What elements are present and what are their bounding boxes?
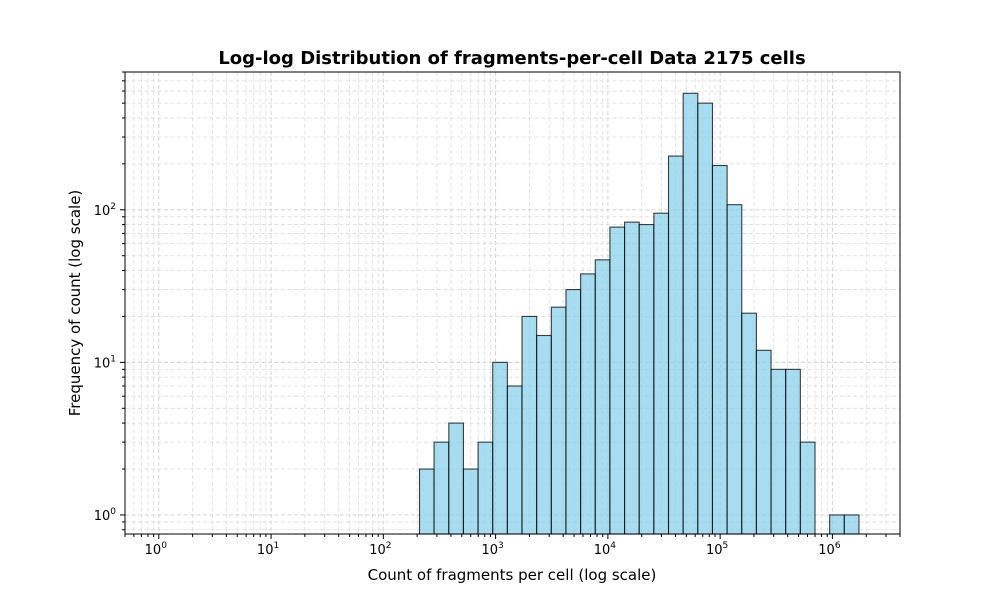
histogram-bar	[550, 306, 567, 535]
histogram-bar	[536, 334, 552, 535]
histogram-bar	[682, 92, 699, 535]
histogram-bar	[521, 315, 538, 535]
y-tick-label: 102	[94, 202, 116, 219]
histogram-bar	[697, 102, 714, 535]
histogram-bar	[565, 289, 582, 535]
histogram-bar	[433, 441, 450, 535]
histogram-bar	[755, 349, 772, 535]
x-tick-label: 105	[706, 541, 728, 558]
x-axis-label: Count of fragments per cell (log scale)	[368, 566, 657, 584]
bars-layer	[418, 92, 860, 535]
x-tick-label: 102	[369, 541, 391, 558]
histogram-bar	[609, 226, 626, 535]
histogram-bar	[726, 204, 743, 535]
histogram-bar	[741, 312, 757, 535]
chart-title: Log-log Distribution of fragments-per-ce…	[218, 48, 805, 69]
histogram-bar	[843, 514, 860, 535]
histogram-bar	[448, 422, 464, 535]
histogram-bar	[477, 441, 494, 535]
x-tick-label: 101	[257, 541, 279, 558]
y-axis-label: Frequency of count (log scale)	[66, 190, 84, 417]
histogram-bar	[580, 273, 596, 535]
x-tick-label: 103	[481, 541, 503, 558]
histogram-bar	[785, 368, 801, 535]
y-tick-label: 100	[94, 507, 117, 524]
histogram-bar	[506, 385, 523, 535]
plot-frame	[124, 71, 901, 535]
histogram-bar	[667, 155, 684, 535]
histogram-bar	[653, 212, 670, 535]
histogram-bar	[829, 514, 845, 535]
x-tick-label: 100	[145, 541, 168, 558]
x-tick-label: 104	[594, 541, 617, 558]
x-tick-label: 106	[818, 541, 841, 558]
y-tick-label: 101	[94, 354, 116, 371]
histogram-bar	[492, 361, 508, 535]
histogram-bar	[638, 224, 655, 535]
histogram-bar	[624, 221, 640, 535]
histogram-bar	[594, 259, 611, 535]
histogram-bar	[799, 441, 816, 535]
histogram-bar	[462, 468, 479, 535]
ticks-layer: 100 101 102 103 104 105 106 100 101 102	[94, 71, 901, 558]
histogram-bar	[770, 368, 787, 535]
histogram-bar	[711, 164, 728, 535]
histogram-bar	[418, 468, 435, 535]
